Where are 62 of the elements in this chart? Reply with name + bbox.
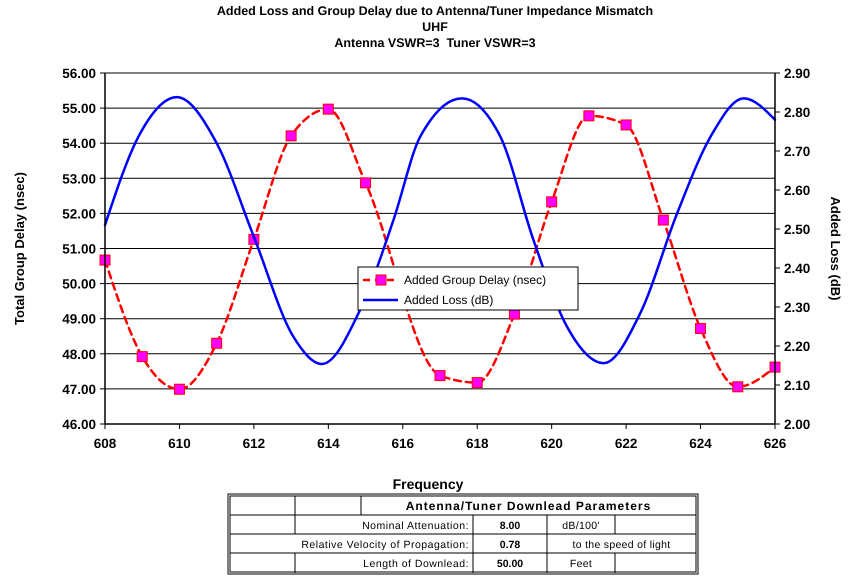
x-tick-label: 622 [614, 436, 638, 451]
y-tick-label: 49.00 [62, 312, 96, 327]
y2-tick-label: 2.00 [784, 417, 810, 432]
text: Feet [570, 558, 592, 570]
x-tick-label: 612 [242, 436, 266, 451]
x-tick-label: 610 [168, 436, 191, 451]
y2-axis-title: Added Loss (dB) [828, 196, 843, 300]
point [211, 338, 222, 349]
legend-label: Added Loss (dB) [404, 293, 494, 307]
point [658, 214, 669, 226]
y-tick-label: 55.00 [62, 101, 96, 116]
y2-tick-label: 2.20 [784, 339, 810, 354]
x-tick-label: 620 [540, 436, 563, 451]
text: 8.00 [500, 520, 520, 532]
point [286, 130, 297, 142]
chart-subtitle: UHF Antenna VSWR=3 Tuner VSWR=3 [334, 20, 536, 50]
text: 0.78 [500, 539, 520, 551]
point [732, 381, 744, 392]
point [695, 323, 706, 334]
y2-tick-label: 2.80 [784, 105, 810, 120]
legend-label: Added Group Delay (nsec) [404, 273, 546, 287]
y2-tick-label: 2.10 [784, 378, 810, 393]
x-tick-label: 608 [94, 436, 117, 451]
chart-title: Added Loss and Group Delay due to Antenna/Tuner Impedance Mismatch [216, 4, 654, 18]
point [583, 110, 594, 122]
point [434, 370, 446, 382]
text: to the speed of light [572, 539, 670, 551]
x-tick-label: 616 [392, 436, 415, 451]
point [546, 196, 558, 208]
y-tick-label: 47.00 [62, 382, 96, 397]
y2-tick-label: 2.30 [784, 300, 810, 315]
text: Length of Downlead: [363, 558, 469, 570]
point [472, 377, 483, 388]
y2-tick-label: 2.40 [784, 261, 810, 276]
text: Nominal Attenuation: [362, 520, 469, 532]
y-axis-title: Total Group Delay (nsec) [12, 172, 27, 325]
text: dB/100' [562, 520, 600, 532]
y-tick-label: 56.00 [62, 66, 96, 81]
x-axis-title: Frequency [392, 476, 464, 492]
y2-tick-label: 2.90 [784, 66, 810, 81]
point [620, 119, 632, 130]
point [322, 104, 334, 115]
y-tick-label: 51.00 [62, 242, 96, 256]
y-tick-label: 54.00 [62, 136, 96, 152]
y-tick-label: 53.00 [62, 171, 96, 186]
x-tick-label: 624 [689, 436, 712, 451]
y2-tick-label: 2.50 [784, 222, 810, 237]
x-tick-label: 626 [764, 436, 787, 451]
y2-tick-label: 2.70 [784, 144, 810, 159]
text: Antenna/Tuner Downlead Parameters [406, 499, 652, 513]
text: Relative Velocity of Propagation: [301, 539, 469, 551]
y2-tick-label: 2.60 [784, 183, 810, 198]
y-tick-label: 46.00 [62, 417, 96, 432]
text: 50.00 [496, 558, 524, 570]
y-tick-label: 52.00 [62, 206, 96, 222]
x-tick-label: 614 [317, 436, 340, 451]
point [136, 351, 148, 362]
y-tick-label: 50.00 [62, 276, 96, 292]
point [174, 384, 185, 395]
point [360, 177, 372, 188]
y-tick-label: 48.00 [62, 346, 96, 362]
x-tick-label: 618 [466, 436, 489, 451]
